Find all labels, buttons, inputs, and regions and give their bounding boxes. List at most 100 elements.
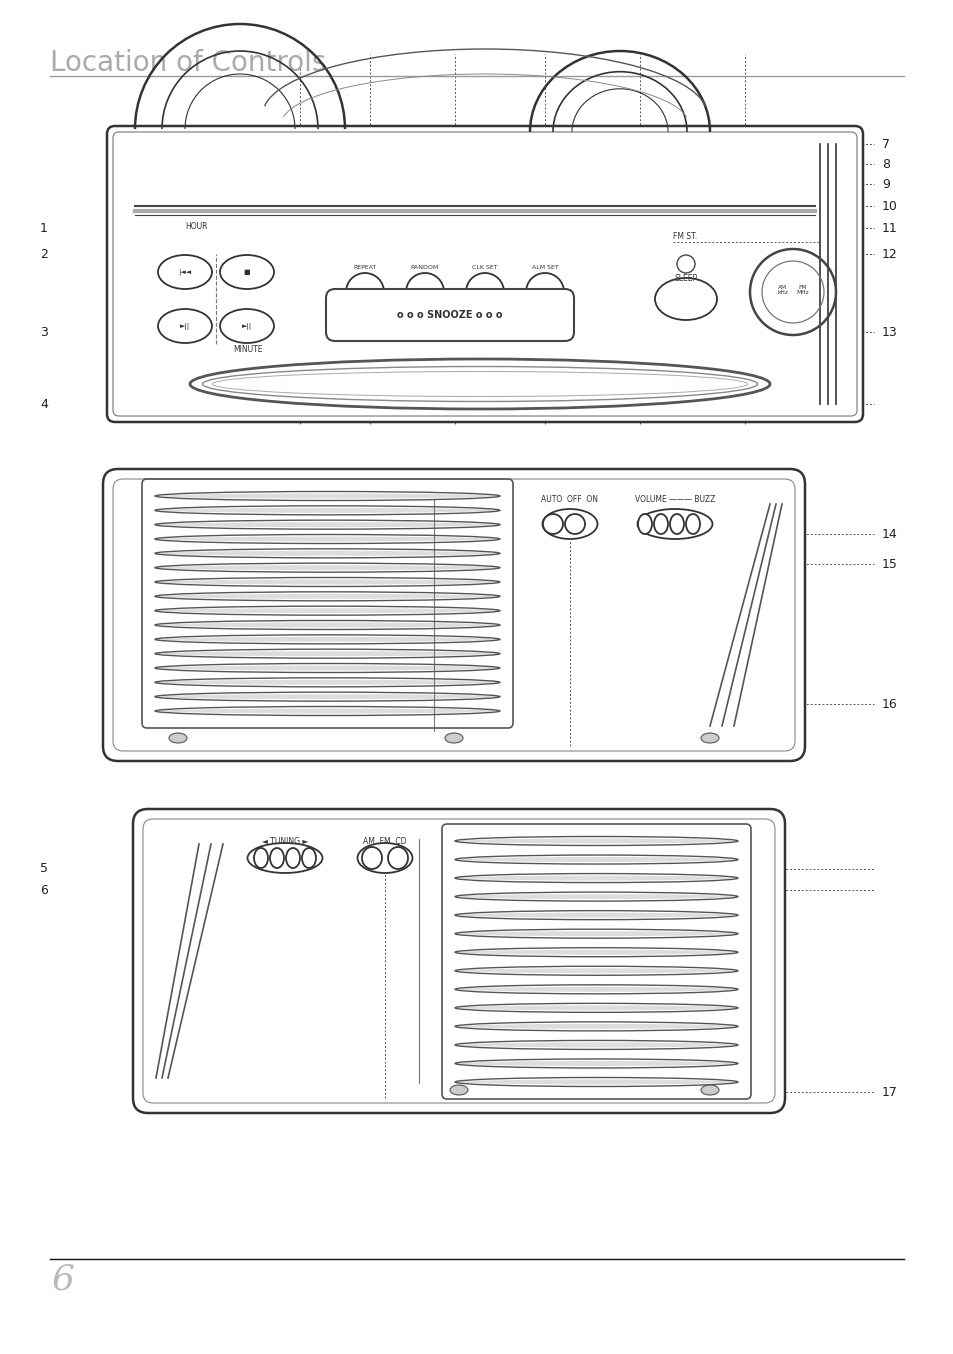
Text: AM
kHz: AM kHz [777, 284, 788, 295]
Ellipse shape [158, 493, 497, 498]
Ellipse shape [270, 848, 284, 868]
Ellipse shape [158, 523, 497, 527]
FancyBboxPatch shape [326, 288, 574, 341]
Text: 14: 14 [882, 528, 897, 540]
Ellipse shape [457, 932, 734, 936]
Text: 12: 12 [882, 248, 897, 260]
Text: 16: 16 [882, 697, 897, 711]
Ellipse shape [669, 515, 683, 533]
Ellipse shape [158, 623, 497, 627]
Ellipse shape [158, 636, 497, 642]
Text: CLK SET: CLK SET [472, 265, 497, 269]
Text: |◄◄: |◄◄ [178, 268, 192, 275]
Text: REPEAT: REPEAT [353, 265, 376, 269]
Ellipse shape [220, 255, 274, 288]
Text: 15: 15 [882, 558, 897, 570]
Ellipse shape [158, 594, 497, 598]
Ellipse shape [465, 274, 503, 311]
Ellipse shape [158, 551, 497, 556]
Text: AUTO  OFF  ON: AUTO OFF ON [541, 496, 598, 504]
Ellipse shape [700, 1085, 719, 1095]
Ellipse shape [406, 274, 443, 311]
Text: RANDOM: RANDOM [411, 265, 438, 269]
Ellipse shape [457, 1079, 734, 1085]
Ellipse shape [638, 515, 651, 533]
Ellipse shape [685, 515, 700, 533]
Ellipse shape [361, 848, 381, 869]
Text: 1: 1 [40, 222, 48, 234]
Ellipse shape [253, 848, 268, 868]
Text: 11: 11 [882, 222, 897, 234]
Ellipse shape [158, 309, 212, 343]
Ellipse shape [542, 515, 562, 533]
Ellipse shape [655, 278, 717, 320]
Ellipse shape [457, 857, 734, 862]
Ellipse shape [450, 1085, 468, 1095]
Ellipse shape [457, 949, 734, 955]
Ellipse shape [286, 848, 299, 868]
Text: 5: 5 [40, 862, 48, 876]
Text: HOUR: HOUR [186, 222, 208, 232]
Ellipse shape [457, 968, 734, 974]
Text: VOLUME ——— BUZZ: VOLUME ——— BUZZ [634, 496, 715, 504]
Text: 8: 8 [882, 157, 889, 171]
Ellipse shape [457, 987, 734, 992]
Text: ►||: ►|| [242, 322, 252, 329]
Text: 10: 10 [882, 199, 897, 213]
Ellipse shape [457, 913, 734, 918]
Ellipse shape [247, 844, 322, 873]
Ellipse shape [444, 733, 462, 743]
Text: 13: 13 [882, 325, 897, 338]
Ellipse shape [158, 708, 497, 714]
FancyBboxPatch shape [132, 808, 784, 1113]
Text: 6: 6 [40, 884, 48, 896]
Ellipse shape [457, 1043, 734, 1048]
Ellipse shape [357, 844, 412, 873]
Ellipse shape [457, 894, 734, 899]
Text: 7: 7 [882, 138, 889, 150]
Text: ►||: ►|| [180, 322, 190, 329]
Ellipse shape [169, 733, 187, 743]
Text: FM ST.: FM ST. [672, 232, 697, 241]
Text: 4: 4 [40, 398, 48, 410]
Ellipse shape [158, 508, 497, 513]
Text: 6: 6 [52, 1262, 75, 1296]
Text: ◄ TUNING ►: ◄ TUNING ► [262, 837, 308, 846]
Text: 3: 3 [40, 325, 48, 338]
Text: FM
MHz: FM MHz [796, 284, 808, 295]
Ellipse shape [457, 1006, 734, 1010]
Text: Location of Controls: Location of Controls [50, 49, 326, 77]
Ellipse shape [564, 515, 584, 533]
Ellipse shape [158, 536, 497, 542]
Ellipse shape [158, 608, 497, 613]
Ellipse shape [158, 680, 497, 685]
Ellipse shape [637, 509, 712, 539]
Ellipse shape [158, 651, 497, 657]
Ellipse shape [158, 695, 497, 699]
Ellipse shape [158, 565, 497, 570]
Text: ■: ■ [243, 269, 250, 275]
Ellipse shape [346, 274, 384, 311]
Text: 2: 2 [40, 248, 48, 260]
Text: o o o SNOOZE o o o: o o o SNOOZE o o o [396, 310, 502, 320]
Ellipse shape [457, 1062, 734, 1066]
FancyBboxPatch shape [107, 126, 862, 422]
Ellipse shape [525, 274, 563, 311]
Text: SLEEP: SLEEP [674, 274, 697, 283]
Text: ALM SET: ALM SET [531, 265, 558, 269]
Ellipse shape [158, 666, 497, 670]
Text: AM  FM  CD: AM FM CD [363, 837, 406, 846]
Ellipse shape [457, 1024, 734, 1029]
Ellipse shape [220, 309, 274, 343]
FancyBboxPatch shape [103, 468, 804, 761]
Text: 17: 17 [882, 1086, 897, 1098]
Ellipse shape [158, 255, 212, 288]
Ellipse shape [302, 848, 315, 868]
Ellipse shape [388, 848, 408, 869]
Ellipse shape [654, 515, 667, 533]
Ellipse shape [158, 580, 497, 585]
Ellipse shape [457, 876, 734, 880]
Ellipse shape [700, 733, 719, 743]
Ellipse shape [457, 838, 734, 844]
Ellipse shape [542, 509, 597, 539]
